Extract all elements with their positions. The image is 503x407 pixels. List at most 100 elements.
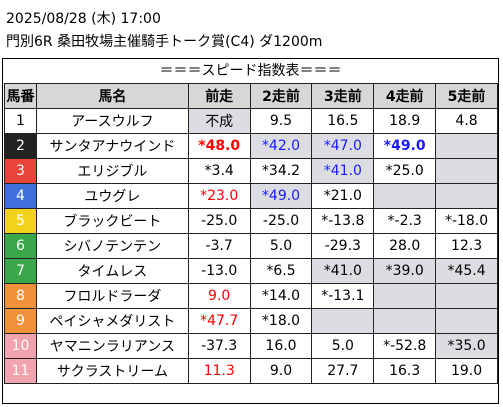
horse-number: 5 (4, 208, 37, 234)
horse-number: 1 (4, 108, 37, 134)
speed-index-cell: 5.0 (249, 233, 313, 259)
column-header: 3走前 (311, 83, 375, 109)
header-row: 馬番 馬名 前走 2走前 3走前 4走前 5走前 (4, 83, 498, 109)
speed-index-cell: *-13.8 (311, 208, 375, 234)
table-row: 5 ブラックビート -25.0 -25.0 *-13.8 *-2.3 *-18.0 (4, 208, 498, 234)
speed-index-cell: -29.3 (311, 233, 375, 259)
speed-index-cell: *35.0 (435, 333, 498, 359)
speed-index-cell: 11.3 (187, 358, 251, 384)
speed-index-cell: *-18.0 (435, 208, 498, 234)
horse-number: 11 (4, 358, 37, 384)
horse-number: 7 (4, 258, 37, 284)
speed-index-cell: 不成 (187, 108, 251, 134)
column-header: 2走前 (249, 83, 313, 109)
horse-name: ペイシャメダリスト (35, 308, 189, 334)
speed-index-cell: 5.0 (311, 333, 375, 359)
table-row: 10 ヤマニンラリアンス -37.3 16.0 5.0 *-52.8 *35.0 (4, 333, 498, 359)
speed-index-cell: 12.3 (435, 233, 498, 259)
column-header: 馬番 (4, 83, 37, 109)
speed-index-cell: 18.9 (373, 108, 437, 134)
horse-number: 8 (4, 283, 37, 309)
speed-index-table: 馬番 馬名 前走 2走前 3走前 4走前 5走前 1 アースウルフ 不成 9.5 16.5 18.9 4… (4, 83, 498, 384)
column-header: 馬名 (35, 83, 189, 109)
speed-index-cell: *34.2 (249, 158, 313, 184)
horse-number: 4 (4, 183, 37, 209)
table-row: 1 アースウルフ 不成 9.5 16.5 18.9 4.8 (4, 108, 498, 134)
horse-name: フロルドラーダ (35, 283, 189, 309)
horse-name: サンタアナウインド (35, 133, 189, 159)
speed-index-cell (435, 308, 498, 334)
horse-number: 9 (4, 308, 37, 334)
speed-index-cell: *47.0 (311, 133, 375, 159)
race-title: 門別6R 桑田牧場主催騎手トーク賞(C4) ダ1200m (6, 34, 323, 50)
speed-index-cell: *25.0 (373, 158, 437, 184)
column-header: 前走 (187, 83, 251, 109)
speed-index-cell: *14.0 (249, 283, 313, 309)
speed-index-cell: *42.0 (249, 133, 313, 159)
horse-name: ヤマニンラリアンス (35, 333, 189, 359)
table-row: 7 タイムレス -13.0 *6.5 *41.0 *39.0 *45.4 (4, 258, 498, 284)
column-header: 5走前 (435, 83, 498, 109)
speed-index-cell: *41.0 (311, 258, 375, 284)
horse-number: 3 (4, 158, 37, 184)
horse-name: ブラックビート (35, 208, 189, 234)
speed-index-cell: 27.7 (311, 358, 375, 384)
horse-number: 2 (4, 133, 37, 159)
table-row: 8 フロルドラーダ 9.0 *14.0 *-13.1 (4, 283, 498, 309)
speed-index-cell: -3.7 (187, 233, 251, 259)
speed-index-cell: *48.0 (187, 133, 251, 159)
speed-index-cell (373, 308, 437, 334)
speed-index-cell (311, 308, 375, 334)
table-row: 3 エリジブル *3.4 *34.2 *41.0 *25.0 (4, 158, 498, 184)
speed-index-cell: 4.8 (435, 108, 498, 134)
speed-index-cell: -37.3 (187, 333, 251, 359)
speed-index-panel: ＝＝＝スピード指数表＝＝＝ 馬番 馬名 前走 2走前 3走前 4走前 5走前 1 アースウルフ… (2, 58, 499, 404)
table-row: 9 ペイシャメダリスト *47.7 *18.0 (4, 308, 498, 334)
speed-index-cell: *6.5 (249, 258, 313, 284)
table-row: 2 サンタアナウインド *48.0 *42.0 *47.0 *49.0 (4, 133, 498, 159)
table-row: 4 ユウグレ *23.0 *49.0 *21.0 (4, 183, 498, 209)
horse-name: エリジブル (35, 158, 189, 184)
horse-name: サクラストリーム (35, 358, 189, 384)
speed-index-cell: *21.0 (311, 183, 375, 209)
speed-index-cell: 19.0 (435, 358, 498, 384)
speed-index-cell (373, 283, 437, 309)
speed-index-cell: *39.0 (373, 258, 437, 284)
horse-name: シバノテンテン (35, 233, 189, 259)
table-title: ＝＝＝スピード指数表＝＝＝ (159, 63, 342, 79)
speed-index-cell: *41.0 (311, 158, 375, 184)
speed-index-cell: *49.0 (249, 183, 313, 209)
speed-index-cell: *3.4 (187, 158, 251, 184)
speed-index-cell (435, 133, 498, 159)
speed-index-cell: *-13.1 (311, 283, 375, 309)
speed-index-cell (435, 283, 498, 309)
race-datetime: 2025/08/28 (木) 17:00 (6, 11, 161, 27)
horse-number: 10 (4, 333, 37, 359)
speed-index-cell: 16.3 (373, 358, 437, 384)
horse-name: タイムレス (35, 258, 189, 284)
speed-index-cell: *23.0 (187, 183, 251, 209)
speed-index-cell: -13.0 (187, 258, 251, 284)
speed-index-cell: 16.0 (249, 333, 313, 359)
horse-number: 6 (4, 233, 37, 259)
speed-index-cell: *47.7 (187, 308, 251, 334)
speed-index-cell: 9.0 (187, 283, 251, 309)
speed-index-cell: *45.4 (435, 258, 498, 284)
speed-index-cell: 16.5 (311, 108, 375, 134)
speed-index-cell: 9.5 (249, 108, 313, 134)
table-row: 6 シバノテンテン -3.7 5.0 -29.3 28.0 12.3 (4, 233, 498, 259)
speed-index-cell: *-2.3 (373, 208, 437, 234)
speed-index-cell (373, 183, 437, 209)
horse-name: ユウグレ (35, 183, 189, 209)
speed-index-cell: 9.0 (249, 358, 313, 384)
speed-index-cell: *49.0 (373, 133, 437, 159)
speed-index-cell: *18.0 (249, 308, 313, 334)
speed-index-cell: -25.0 (249, 208, 313, 234)
column-header: 4走前 (373, 83, 437, 109)
speed-index-cell (435, 158, 498, 184)
speed-index-cell (435, 183, 498, 209)
table-row: 11 サクラストリーム 11.3 9.0 27.7 16.3 19.0 (4, 358, 498, 384)
speed-index-cell: 28.0 (373, 233, 437, 259)
speed-index-cell: -25.0 (187, 208, 251, 234)
speed-index-cell: *-52.8 (373, 333, 437, 359)
